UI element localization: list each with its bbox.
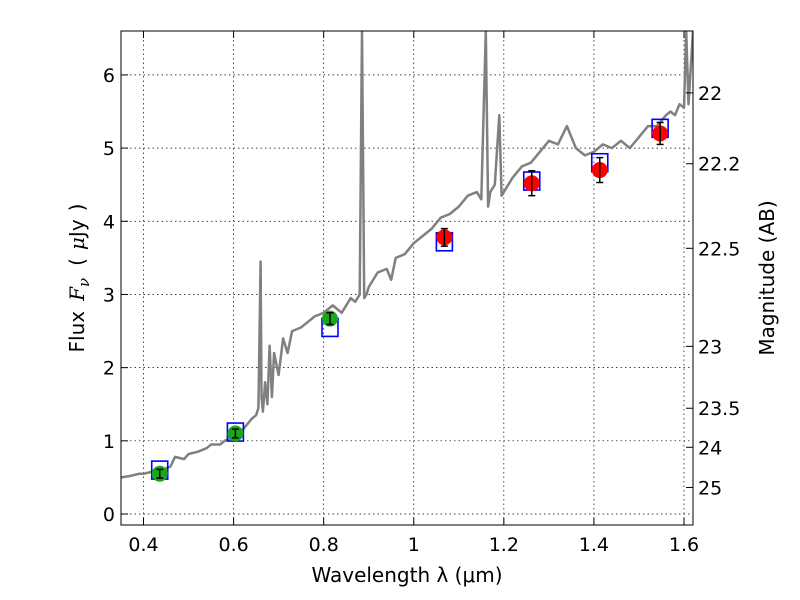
x-tick-label: 1.6 (669, 534, 699, 556)
y-tick-label: 4 (103, 211, 115, 233)
y2-tick-label: 23.5 (698, 398, 740, 420)
y-label-open: ( (65, 258, 89, 266)
x-tick-label: 1.2 (489, 534, 519, 556)
y-tick-label: 2 (103, 358, 115, 380)
y2-tick-label: 24 (698, 437, 722, 459)
y-tick-label: 1 (103, 431, 115, 453)
y2-tick-label: 22.2 (698, 154, 740, 176)
y2-axis-label: Magnitude (AB) (755, 200, 779, 355)
x-tick-label: 1.4 (579, 534, 609, 556)
grid (121, 31, 693, 525)
plot-area (121, 31, 693, 482)
y2-tick-label: 23 (698, 336, 722, 358)
plot-frame (120, 30, 694, 526)
y-tick-label: 3 (103, 284, 115, 306)
y-label-nu: ν (75, 278, 93, 287)
y-label-mu: μ (65, 237, 89, 250)
x-tick-label: 0.6 (218, 534, 248, 556)
y2-tick-label: 22 (698, 83, 722, 105)
y-label-f: F (65, 286, 89, 302)
x-tick-label: 1 (408, 534, 420, 556)
y-label-jy: Jy (65, 219, 89, 239)
y2-tick-label: 25 (698, 477, 722, 499)
y-tick-label: 0 (103, 504, 115, 526)
y-axis-label: Flux Fν ( μJy) (65, 204, 93, 353)
axes-ticks: 0.4 0.6 0.8 1 1.2 1.4 1.601234562222.222.52323… (103, 31, 740, 556)
y-tick-label: 6 (103, 65, 115, 87)
x-axis-label: Wavelength λ (μm) (311, 563, 502, 587)
x-tick-label: 0.8 (309, 534, 339, 556)
y-label-close: ) (65, 204, 89, 212)
y2-tick-label: 22.5 (698, 238, 740, 260)
y-label-flux: Flux (65, 311, 89, 353)
x-tick-label: 0.4 (128, 534, 158, 556)
y-tick-label: 5 (103, 138, 115, 160)
